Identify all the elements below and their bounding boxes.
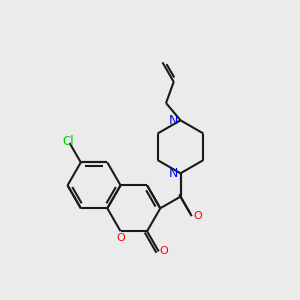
Text: O: O xyxy=(116,233,125,243)
Text: Cl: Cl xyxy=(62,135,74,148)
Text: O: O xyxy=(160,246,168,256)
Text: O: O xyxy=(193,211,202,221)
Text: N: N xyxy=(169,167,178,180)
Text: N: N xyxy=(169,114,178,127)
